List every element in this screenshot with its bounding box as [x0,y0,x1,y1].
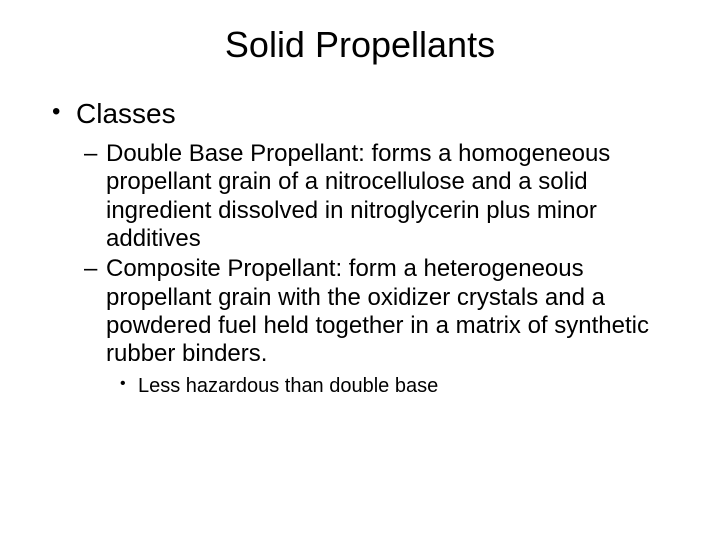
list-item-label: Classes [76,98,176,129]
list-item-double-base: Double Base Propellant: forms a homogene… [84,140,672,253]
list-item-text: Composite Propellant: form a heterogeneo… [106,255,649,367]
bullet-list-level2: Double Base Propellant: forms a homogene… [76,140,672,398]
list-item-text: Less hazardous than double base [138,375,438,397]
bullet-list-level1: Classes Double Base Propellant: forms a … [48,98,672,398]
list-item-classes: Classes Double Base Propellant: forms a … [48,98,672,398]
slide-title: Solid Propellants [48,24,672,66]
list-item-composite: Composite Propellant: form a heterogeneo… [84,255,672,398]
list-item-less-hazardous: Less hazardous than double base [120,375,672,399]
bullet-list-level3: Less hazardous than double base [106,375,672,399]
list-item-text: Double Base Propellant: forms a homogene… [106,140,610,252]
